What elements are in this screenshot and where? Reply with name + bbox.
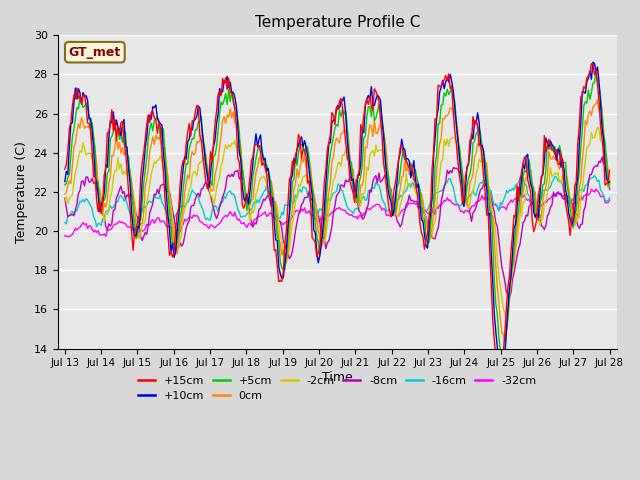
+15cm: [577, 94, 584, 100]
0cm: [223, 112, 231, 118]
-16cm: [301, 185, 308, 191]
-16cm: [252, 201, 260, 206]
-32cm: [61, 233, 68, 239]
+10cm: [498, 382, 506, 387]
+10cm: [223, 73, 231, 79]
Line: 0cm: 0cm: [65, 99, 610, 342]
-16cm: [225, 189, 232, 195]
-8cm: [251, 220, 259, 226]
-32cm: [128, 225, 136, 230]
0cm: [501, 339, 509, 345]
-32cm: [606, 197, 614, 203]
+10cm: [61, 179, 68, 184]
+5cm: [223, 102, 231, 108]
-8cm: [223, 173, 231, 179]
-2cm: [300, 174, 307, 180]
-16cm: [243, 211, 251, 217]
-2cm: [61, 198, 68, 204]
+5cm: [606, 178, 614, 184]
-2cm: [223, 146, 231, 152]
0cm: [241, 188, 249, 193]
Line: -32cm: -32cm: [65, 189, 610, 237]
+10cm: [589, 60, 596, 65]
-8cm: [577, 222, 584, 228]
+10cm: [251, 144, 259, 150]
+10cm: [128, 209, 136, 215]
0cm: [606, 184, 614, 190]
Legend: +15cm, +10cm, +5cm, 0cm, -2cm, -8cm, -16cm, -32cm: +15cm, +10cm, +5cm, 0cm, -2cm, -8cm, -16…: [134, 372, 541, 406]
-8cm: [128, 192, 136, 198]
-16cm: [93, 224, 100, 229]
Line: +10cm: +10cm: [65, 62, 610, 384]
-8cm: [300, 200, 307, 206]
Line: +15cm: +15cm: [65, 64, 610, 388]
+15cm: [300, 146, 307, 152]
Line: -8cm: -8cm: [65, 157, 610, 297]
+5cm: [592, 67, 600, 72]
-2cm: [128, 179, 136, 185]
-2cm: [606, 181, 614, 187]
-32cm: [301, 205, 308, 211]
-16cm: [591, 173, 598, 179]
0cm: [61, 191, 68, 197]
Line: -16cm: -16cm: [65, 176, 610, 227]
0cm: [594, 96, 602, 102]
+10cm: [577, 120, 584, 126]
-16cm: [61, 219, 68, 225]
Title: Temperature Profile C: Temperature Profile C: [255, 15, 420, 30]
+15cm: [223, 86, 231, 92]
Line: -2cm: -2cm: [65, 126, 610, 319]
-2cm: [251, 206, 259, 212]
-32cm: [252, 216, 260, 222]
-16cm: [577, 188, 584, 193]
+5cm: [577, 145, 584, 151]
-8cm: [506, 294, 513, 300]
+10cm: [606, 179, 614, 185]
-32cm: [592, 186, 600, 192]
-32cm: [577, 193, 584, 199]
+15cm: [497, 385, 504, 391]
+5cm: [128, 186, 136, 192]
-32cm: [243, 225, 251, 230]
Y-axis label: Temperature (C): Temperature (C): [15, 141, 28, 243]
-8cm: [61, 195, 68, 201]
+10cm: [241, 199, 249, 204]
+15cm: [588, 61, 595, 67]
+5cm: [500, 361, 508, 367]
-8cm: [241, 190, 249, 195]
+5cm: [61, 182, 68, 188]
+15cm: [241, 199, 249, 205]
+10cm: [300, 144, 307, 150]
0cm: [300, 159, 307, 165]
-16cm: [129, 218, 137, 224]
+5cm: [251, 164, 259, 170]
+5cm: [300, 144, 307, 149]
-32cm: [131, 234, 138, 240]
+15cm: [251, 143, 259, 149]
Text: GT_met: GT_met: [68, 46, 121, 59]
X-axis label: Time: Time: [322, 371, 353, 384]
-2cm: [241, 189, 249, 194]
+5cm: [241, 196, 249, 202]
+15cm: [128, 228, 136, 234]
0cm: [577, 178, 584, 184]
-8cm: [606, 186, 614, 192]
Line: +5cm: +5cm: [65, 70, 610, 364]
+15cm: [61, 166, 68, 172]
+15cm: [606, 168, 614, 173]
-16cm: [606, 195, 614, 201]
-2cm: [502, 316, 510, 322]
-32cm: [225, 211, 232, 217]
-8cm: [598, 154, 606, 160]
0cm: [251, 182, 259, 188]
-2cm: [577, 194, 584, 200]
0cm: [128, 178, 136, 183]
-2cm: [598, 123, 606, 129]
